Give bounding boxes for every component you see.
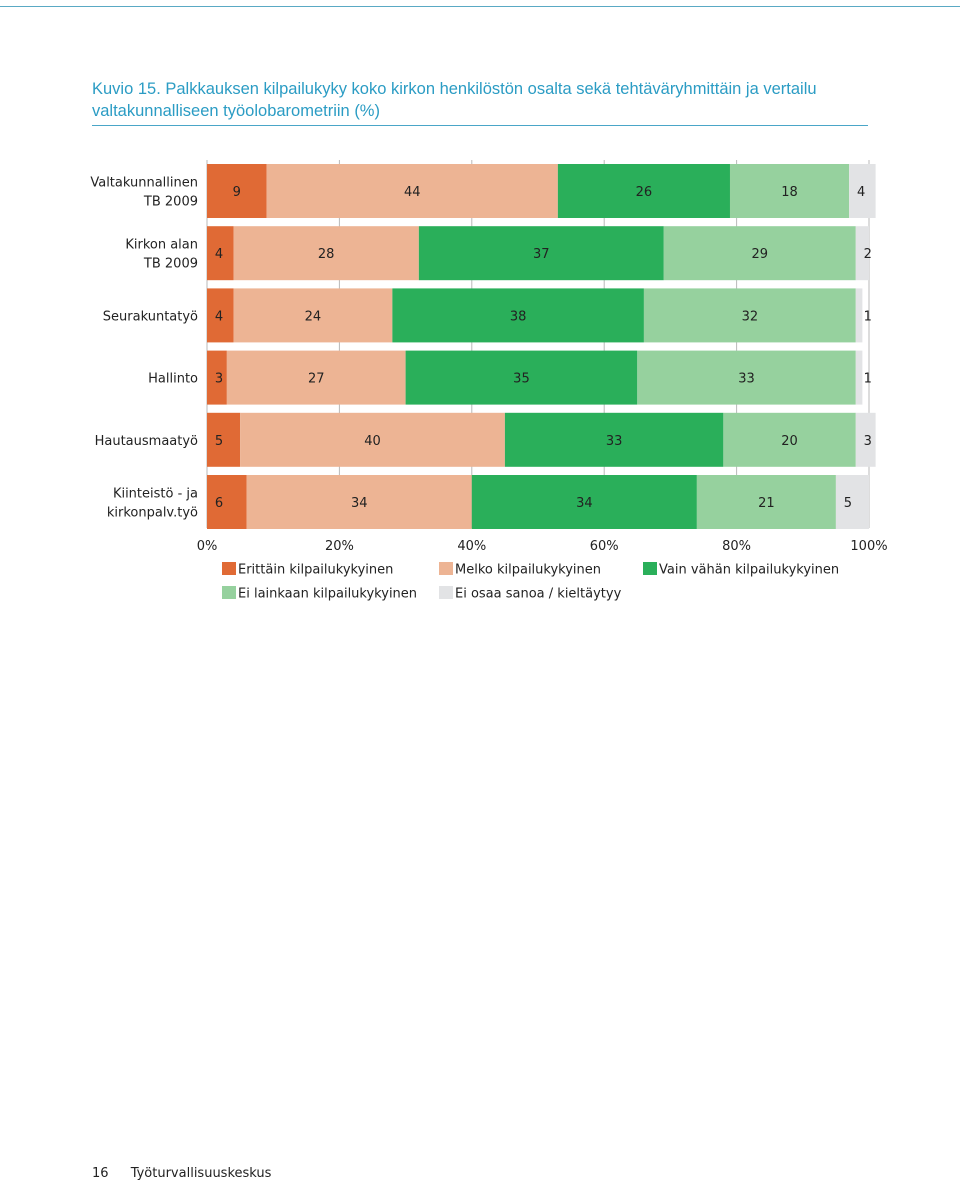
bar-segment xyxy=(855,350,863,405)
legend-label: Ei osaa sanoa / kieltäytyy xyxy=(455,587,622,602)
x-tick-label: 60% xyxy=(590,539,619,554)
bar-segment xyxy=(637,350,856,405)
x-tick-label: 100% xyxy=(850,539,887,554)
bar-segment xyxy=(207,226,234,281)
bar-segment xyxy=(663,226,856,281)
bar-segment xyxy=(835,475,869,529)
legend-label: Ei lainkaan kilpailukykyinen xyxy=(238,587,417,602)
data-label: 21 xyxy=(758,496,775,511)
bar-segment xyxy=(855,226,869,281)
data-label: 6 xyxy=(215,496,223,511)
bar-segment xyxy=(207,164,267,218)
bar-segment xyxy=(405,350,638,405)
data-label: 29 xyxy=(751,247,768,262)
category-label: Valtakunnallinen xyxy=(90,176,198,191)
bar-segment xyxy=(207,475,247,529)
legend-label: Vain vähän kilpailukykyinen xyxy=(659,563,839,578)
data-label: 28 xyxy=(318,247,335,262)
page-number: 16 xyxy=(92,1166,109,1181)
bar-segment xyxy=(723,412,856,467)
legend-label: Erittäin kilpailukykyinen xyxy=(238,563,393,578)
bar-segment xyxy=(504,412,724,467)
data-label: 1 xyxy=(864,309,872,324)
bar-segment xyxy=(233,288,393,343)
bar-segment xyxy=(226,350,406,405)
data-label: 33 xyxy=(738,372,755,387)
data-label: 1 xyxy=(864,372,872,387)
category-label: Hautausmaatyö xyxy=(95,434,198,449)
data-label: 4 xyxy=(215,247,223,262)
figure-title: Kuvio 15. Palkkauksen kilpailukyky koko … xyxy=(92,80,817,120)
data-label: 5 xyxy=(844,496,852,511)
data-label: 34 xyxy=(351,496,368,511)
data-label: 44 xyxy=(404,185,421,200)
data-label: 37 xyxy=(533,247,550,262)
top-rule xyxy=(0,6,960,7)
bar-segment xyxy=(207,288,234,343)
bar-segment xyxy=(246,475,472,529)
bar-segment xyxy=(207,412,241,467)
bar-segment xyxy=(240,412,505,467)
legend-swatch xyxy=(222,586,236,599)
publisher-name: Työturvallisuuskeskus xyxy=(130,1166,272,1181)
data-label: 27 xyxy=(308,372,325,387)
bar-segment xyxy=(392,288,644,343)
bar-segment xyxy=(233,226,419,281)
data-label: 4 xyxy=(215,309,223,324)
data-label: 20 xyxy=(781,434,798,449)
title-rule xyxy=(92,125,868,126)
category-label: Kirkon alan xyxy=(125,238,198,253)
x-tick-label: 80% xyxy=(722,539,751,554)
x-tick-label: 20% xyxy=(325,539,354,554)
data-label: 18 xyxy=(781,185,798,200)
legend-swatch xyxy=(439,562,453,575)
category-label: kirkonpalv.työ xyxy=(107,506,198,521)
data-label: 38 xyxy=(510,309,527,324)
data-label: 32 xyxy=(742,309,759,324)
bar-segment xyxy=(729,164,850,218)
data-label: 40 xyxy=(364,434,381,449)
legend-swatch xyxy=(643,562,657,575)
category-label: Seurakuntatyö xyxy=(103,309,198,324)
bar-segment xyxy=(855,412,876,467)
data-label: 5 xyxy=(215,434,223,449)
category-label: Kiinteistö - ja xyxy=(113,487,198,502)
data-label: 24 xyxy=(305,309,322,324)
bar-segment xyxy=(855,288,863,343)
legend-label: Melko kilpailukykyinen xyxy=(455,563,601,578)
bar-segment xyxy=(266,164,558,218)
stacked-bar-chart: 0% 20% 40% 60% 80% 100%9 44 26 18 4Valtakunnallin… xyxy=(90,160,888,602)
data-label: 4 xyxy=(857,185,865,200)
bar-segment xyxy=(643,288,856,343)
category-label: TB 2009 xyxy=(143,195,198,210)
category-label: Hallinto xyxy=(148,372,198,387)
data-label: 3 xyxy=(215,372,223,387)
category-label: TB 2009 xyxy=(143,257,198,272)
x-tick-label: 0% xyxy=(197,539,218,554)
page-footer: 16 Työturvallisuuskeskus xyxy=(92,1166,271,1181)
bar-segment xyxy=(849,164,876,218)
x-tick-label: 40% xyxy=(457,539,486,554)
bar-segment xyxy=(557,164,730,218)
data-label: 35 xyxy=(513,372,530,387)
legend-swatch xyxy=(439,586,453,599)
data-label: 33 xyxy=(606,434,623,449)
data-label: 3 xyxy=(864,434,872,449)
bar-segment xyxy=(696,475,836,529)
data-label: 2 xyxy=(864,247,872,262)
bar-segment xyxy=(418,226,664,281)
bar-segment xyxy=(471,475,697,529)
data-label: 34 xyxy=(576,496,593,511)
legend-swatch xyxy=(222,562,236,575)
data-label: 26 xyxy=(636,185,653,200)
data-label: 9 xyxy=(233,185,241,200)
bar-segment xyxy=(207,350,227,405)
